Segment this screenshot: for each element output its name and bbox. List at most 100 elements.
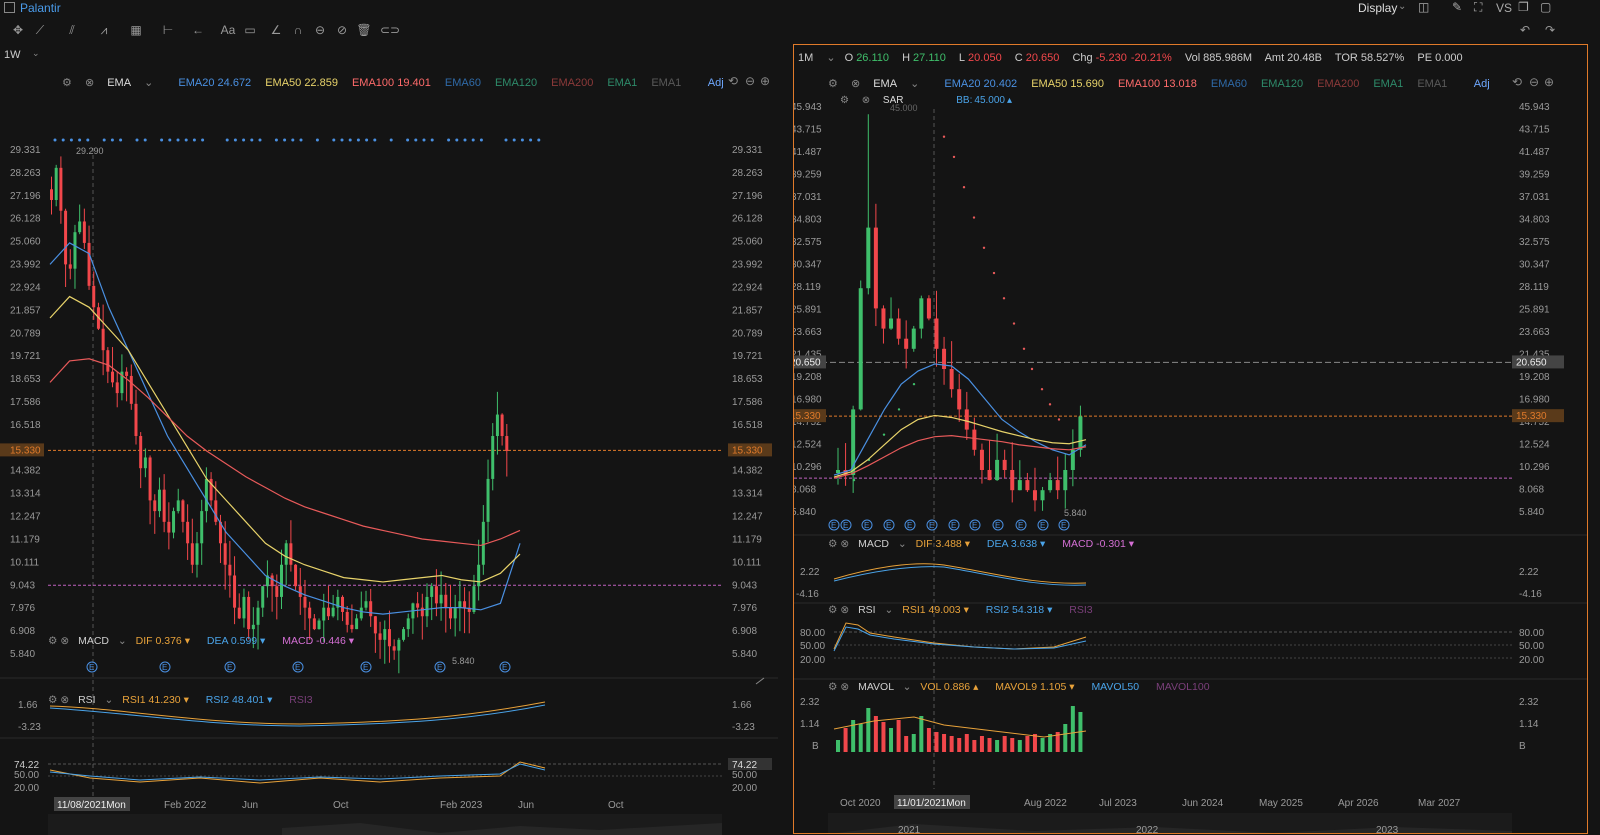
undo-icon[interactable]: ↶ bbox=[1519, 23, 1531, 37]
hide-icon[interactable]: ⊘ bbox=[336, 23, 348, 37]
close-icon[interactable]: ⊗ bbox=[60, 694, 70, 706]
add-icon[interactable]: ⊕ bbox=[760, 74, 771, 88]
navigator-year: 2023 bbox=[1376, 825, 1399, 833]
close-icon[interactable]: ⊗ bbox=[840, 681, 850, 693]
move-icon[interactable]: ✥ bbox=[12, 23, 24, 37]
sar-dot bbox=[952, 155, 956, 159]
fullscreen-icon[interactable]: ⛶ bbox=[1474, 0, 1483, 14]
comment-icon[interactable]: ▭ bbox=[244, 23, 256, 37]
candle-body bbox=[904, 338, 909, 349]
pencil-icon[interactable]: ✎ bbox=[1452, 0, 1463, 14]
add-icon[interactable]: ⊕ bbox=[1544, 75, 1555, 89]
minimize-icon[interactable]: ⊖ bbox=[745, 74, 756, 88]
settings-icon[interactable]: ⚙ bbox=[48, 635, 58, 647]
macd-label: MACD bbox=[78, 635, 109, 647]
rsi-tick: 20.00 bbox=[1519, 655, 1544, 666]
settings-icon[interactable]: ⚙ bbox=[840, 95, 849, 106]
display-menu[interactable]: Display bbox=[1358, 1, 1398, 15]
settings-icon[interactable]: ⚙ bbox=[828, 78, 838, 90]
layout-icon[interactable]: ◫ bbox=[1418, 0, 1430, 14]
close-icon[interactable]: ⊗ bbox=[840, 604, 850, 616]
lock-icon[interactable]: ⊖ bbox=[314, 23, 326, 37]
ema-item-ema1[interactable]: EMA1 bbox=[1417, 78, 1448, 90]
arrow-tool-icon[interactable]: ← bbox=[192, 23, 204, 37]
ema-item-ema50[interactable]: EMA50 15.690 bbox=[1031, 78, 1104, 90]
reset-icon[interactable]: ⟲ bbox=[1512, 75, 1523, 89]
settings-icon[interactable]: ⚙ bbox=[828, 538, 838, 550]
ema-item-ema200[interactable]: EMA200 bbox=[551, 77, 594, 89]
ema-item-ema120[interactable]: EMA120 bbox=[494, 77, 538, 89]
price-tick-label: 9.043 bbox=[732, 580, 757, 591]
channel-tool-icon[interactable]: ⫽ bbox=[69, 23, 75, 37]
vol-tick: B bbox=[812, 741, 819, 752]
chevron-down-icon[interactable]: ⌄ bbox=[826, 52, 836, 64]
ema-item-ema20[interactable]: EMA20 24.672 bbox=[178, 77, 252, 89]
interval-selector[interactable]: 1W bbox=[4, 49, 21, 61]
reset-icon[interactable]: ⟲ bbox=[728, 74, 739, 88]
window-split-icon[interactable]: ❐ bbox=[1518, 0, 1529, 14]
close-icon[interactable]: ⊗ bbox=[84, 77, 95, 89]
macd-legend: ⚙ ⊗ MACD ⌄ DIF 3.488 ▾ DEA 3.638 ▾ MACD … bbox=[828, 538, 1135, 550]
redo-icon[interactable]: ↷ bbox=[1544, 23, 1556, 37]
line-tool-icon[interactable]: ⟋ bbox=[35, 23, 45, 37]
candle-body bbox=[448, 607, 452, 619]
right-chart-svg[interactable]: 45.943 45.943 43.715 43.715 41.487 41.487 39.2… bbox=[794, 89, 1587, 833]
ema-item-ema100[interactable]: EMA100 19.401 bbox=[351, 77, 431, 89]
ema-item-ema20[interactable]: EMA20 20.402 bbox=[944, 78, 1018, 90]
ruler-icon[interactable]: ∠ bbox=[270, 23, 282, 37]
rsi-tick: 50.00 bbox=[732, 770, 757, 781]
trash-icon[interactable]: 🗑 bbox=[356, 23, 372, 37]
settings-icon[interactable]: ⚙ bbox=[48, 694, 58, 706]
ema-label: EMA bbox=[873, 78, 898, 90]
ema-item-ema200[interactable]: EMA200 bbox=[1317, 78, 1360, 90]
ema-item-ema50[interactable]: EMA50 22.859 bbox=[265, 77, 338, 89]
price-tag-right bbox=[1512, 409, 1564, 423]
magnet-icon[interactable]: ∩ bbox=[293, 23, 303, 37]
adj-toggle[interactable]: Adj bbox=[707, 77, 724, 89]
settings-icon[interactable]: ⚙ bbox=[62, 77, 72, 89]
price-tick-label: 6.908 bbox=[732, 626, 757, 637]
candle-body bbox=[50, 189, 53, 201]
navigator-area bbox=[836, 824, 1512, 833]
interval-selector[interactable]: 1M bbox=[798, 52, 814, 64]
earnings-label: E bbox=[1040, 521, 1045, 530]
candle-body bbox=[491, 436, 495, 479]
ema-item-ema100[interactable]: EMA100 13.018 bbox=[1117, 78, 1197, 90]
event-dot bbox=[455, 138, 459, 142]
text-tool-icon[interactable]: Aa bbox=[220, 23, 236, 37]
chevron-down-icon[interactable]: ⌄ bbox=[910, 78, 920, 90]
ema-item-ema120[interactable]: EMA120 bbox=[1260, 78, 1304, 90]
settings-icon[interactable]: ⚙ bbox=[828, 681, 838, 693]
rsi-legend: ⚙ ⊗ RSI ⌄ RSI1 49.003 ▾ RSI2 54.318 ▾ RS… bbox=[828, 604, 1093, 616]
candle-body bbox=[256, 607, 260, 625]
vs-button[interactable]: VS bbox=[1496, 1, 1513, 15]
ema-item-ema1[interactable]: EMA1 bbox=[651, 77, 682, 89]
ema-item-ema60[interactable]: EMA60 bbox=[444, 77, 481, 89]
adj-toggle[interactable]: Adj bbox=[1473, 78, 1490, 90]
window-icon[interactable] bbox=[4, 2, 15, 13]
left-chart-svg[interactable]: 29.331 29.331 28.263 28.263 27.196 27.196 26.1… bbox=[0, 88, 778, 835]
close-icon[interactable]: ⊗ bbox=[861, 95, 871, 106]
wave-tool-icon[interactable]: ⩘ bbox=[100, 23, 108, 37]
settings-icon[interactable]: ⚙ bbox=[828, 604, 838, 616]
chevron-down-icon[interactable]: ⌄ bbox=[32, 48, 40, 58]
ema-item-ema60[interactable]: EMA60 bbox=[1210, 78, 1247, 90]
measure-tool-icon[interactable]: ⊢ bbox=[162, 23, 174, 37]
close-icon[interactable]: ⊗ bbox=[840, 538, 850, 550]
chevron-down-icon[interactable]: ⌄ bbox=[144, 77, 154, 89]
chevron-down-icon[interactable]: ⌄ bbox=[1398, 1, 1407, 12]
close-icon[interactable]: ⊗ bbox=[850, 78, 861, 90]
candle-body bbox=[919, 298, 924, 329]
link-icon[interactable]: ⊂⊃ bbox=[380, 23, 401, 37]
earnings-label: E bbox=[929, 521, 934, 530]
candle-body bbox=[298, 586, 302, 597]
candle-body bbox=[836, 469, 840, 474]
ema-item-ema1[interactable]: EMA1 bbox=[1373, 78, 1404, 90]
fib-tool-icon[interactable]: ▦ bbox=[130, 23, 142, 37]
panel-icon[interactable]: ▢ bbox=[1540, 0, 1552, 14]
close-icon[interactable]: ⊗ bbox=[60, 635, 70, 647]
candle-body bbox=[275, 586, 279, 597]
ema-item-ema1[interactable]: EMA1 bbox=[607, 77, 638, 89]
minimize-icon[interactable]: ⊖ bbox=[1529, 75, 1540, 89]
event-dot bbox=[537, 138, 541, 142]
